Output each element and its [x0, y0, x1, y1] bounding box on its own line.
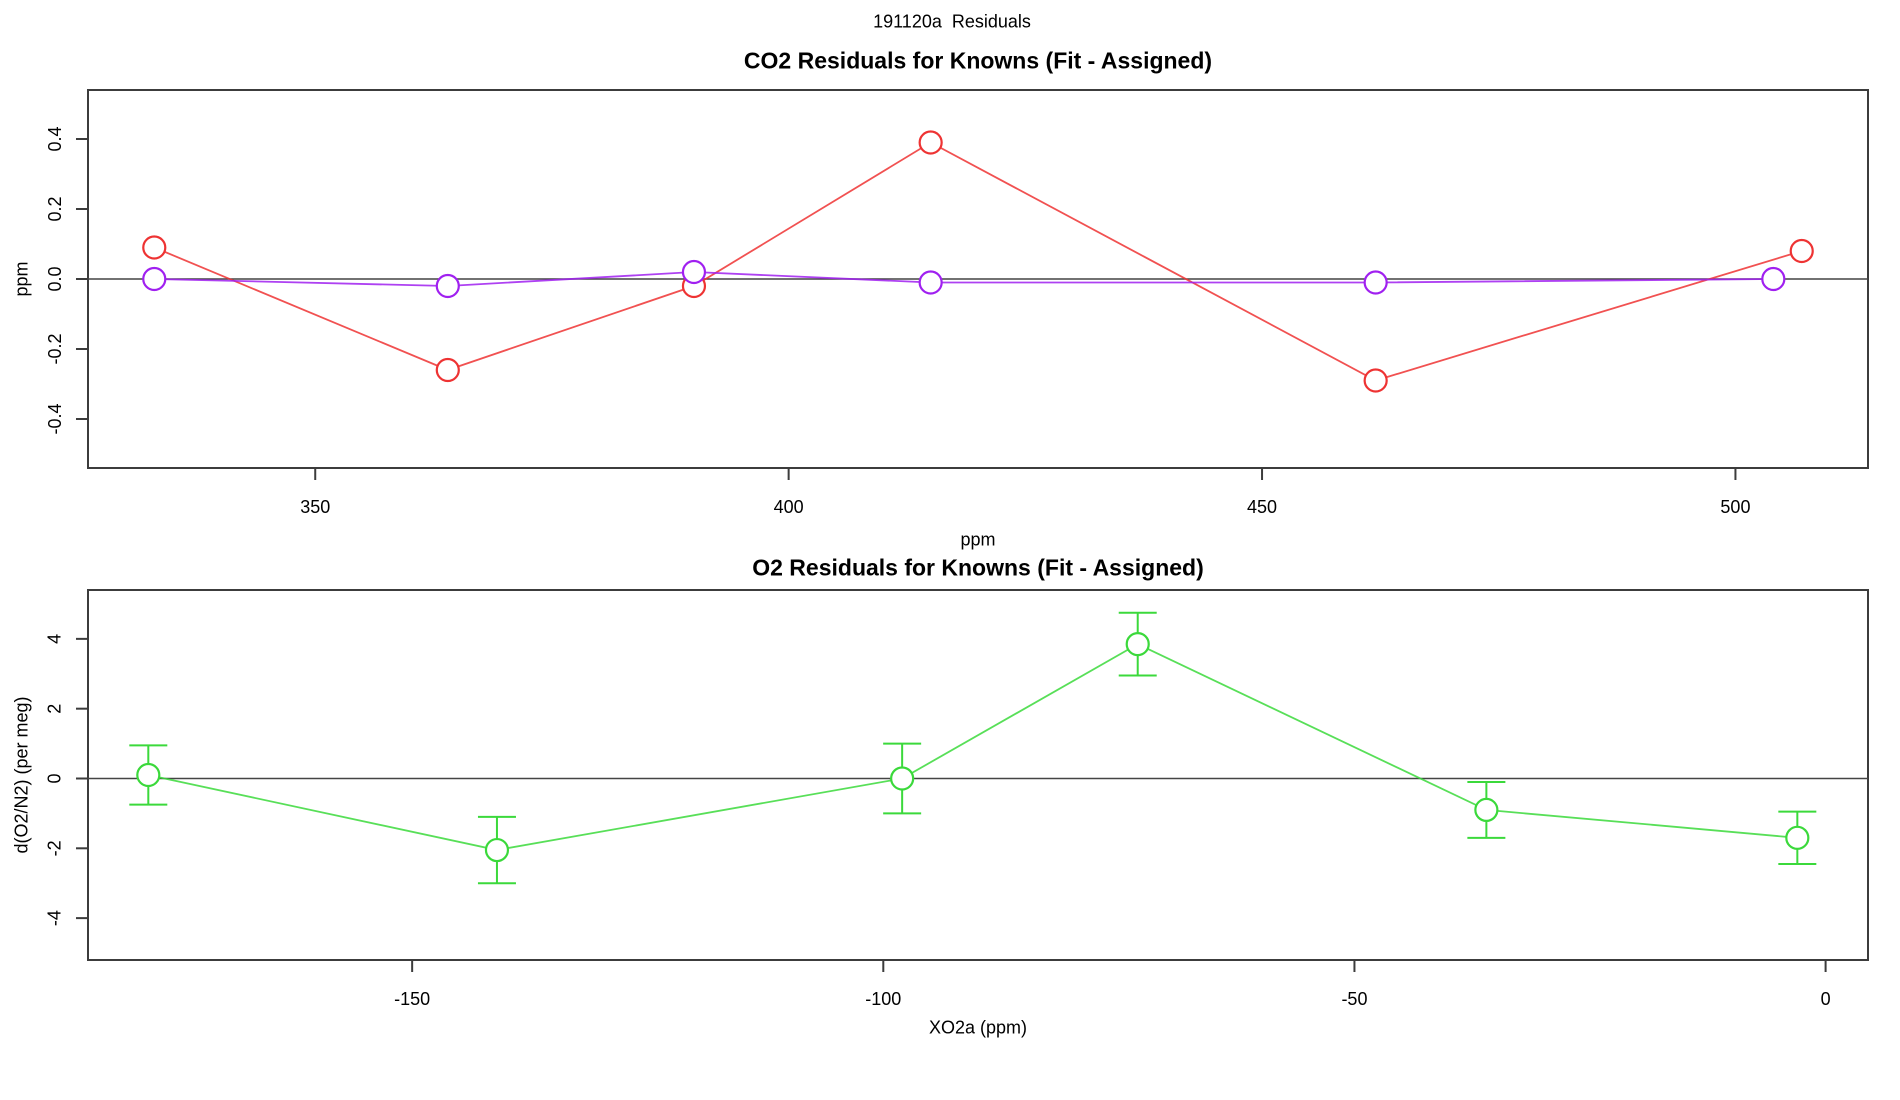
x-tick-label: 350: [300, 497, 330, 517]
x-tick-label: 500: [1720, 497, 1750, 517]
co2-residual-red-point: [1789, 238, 1814, 264]
x-tick-label: 400: [774, 497, 804, 517]
co2-residual-purple-point: [1761, 266, 1786, 292]
y-tick-label: 0.0: [45, 266, 65, 291]
plot-box: [87, 589, 1869, 961]
y-tick-label: 0: [45, 773, 65, 783]
co2-residual-purple-point: [435, 273, 460, 299]
co2-residual-purple-line: [154, 271, 1774, 287]
co2-residual-purple-point: [918, 270, 943, 295]
co2-residual-purple-point: [142, 266, 167, 292]
o2-residual-green-point: [1474, 797, 1499, 823]
x-tick-label: -50: [1341, 989, 1367, 1009]
co2-residual-red-line: [153, 141, 1802, 382]
y-tick-label: -4: [45, 910, 65, 926]
y-tick-label: -0.2: [45, 333, 65, 364]
y-tick-label: 0.2: [45, 196, 65, 221]
o2-residual-green-line: [148, 643, 1798, 851]
o2-residual-green-point: [484, 837, 510, 863]
x-tick-label: 450: [1247, 497, 1277, 517]
x-tick-label: -150: [394, 989, 430, 1009]
page-title: 191120a Residuals: [873, 11, 1031, 32]
y-tick-label: -0.4: [45, 403, 65, 434]
y-tick-label: -2: [45, 840, 65, 856]
co2-plot-title: CO2 Residuals for Knowns (Fit - Assigned…: [743, 47, 1213, 74]
co2-residual-red-point: [918, 130, 943, 155]
co2-residual-purple-point: [681, 259, 707, 285]
co2-x-axis-label: ppm: [960, 529, 996, 550]
o2-residual-green-point: [136, 762, 161, 788]
y-tick-label: 4: [45, 634, 65, 644]
o2-residual-green-point: [1125, 632, 1150, 657]
y-tick-label: 2: [45, 704, 65, 714]
o2-x-axis-label: XO2a (ppm): [928, 1017, 1028, 1038]
co2-residual-red-point: [1363, 368, 1388, 393]
o2-plot-title: O2 Residuals for Knowns (Fit - Assigned): [752, 554, 1204, 581]
co2-residual-purple-point: [1363, 270, 1388, 295]
co2-residual-red-point: [142, 235, 167, 260]
y-tick-label: 0.4: [45, 126, 65, 151]
x-tick-label: 0: [1821, 989, 1831, 1009]
co2-residual-red-point: [435, 357, 460, 383]
o2-residual-green-point: [1785, 825, 1810, 850]
x-tick-label: -100: [865, 989, 901, 1009]
o2-residual-green-point: [890, 766, 915, 791]
